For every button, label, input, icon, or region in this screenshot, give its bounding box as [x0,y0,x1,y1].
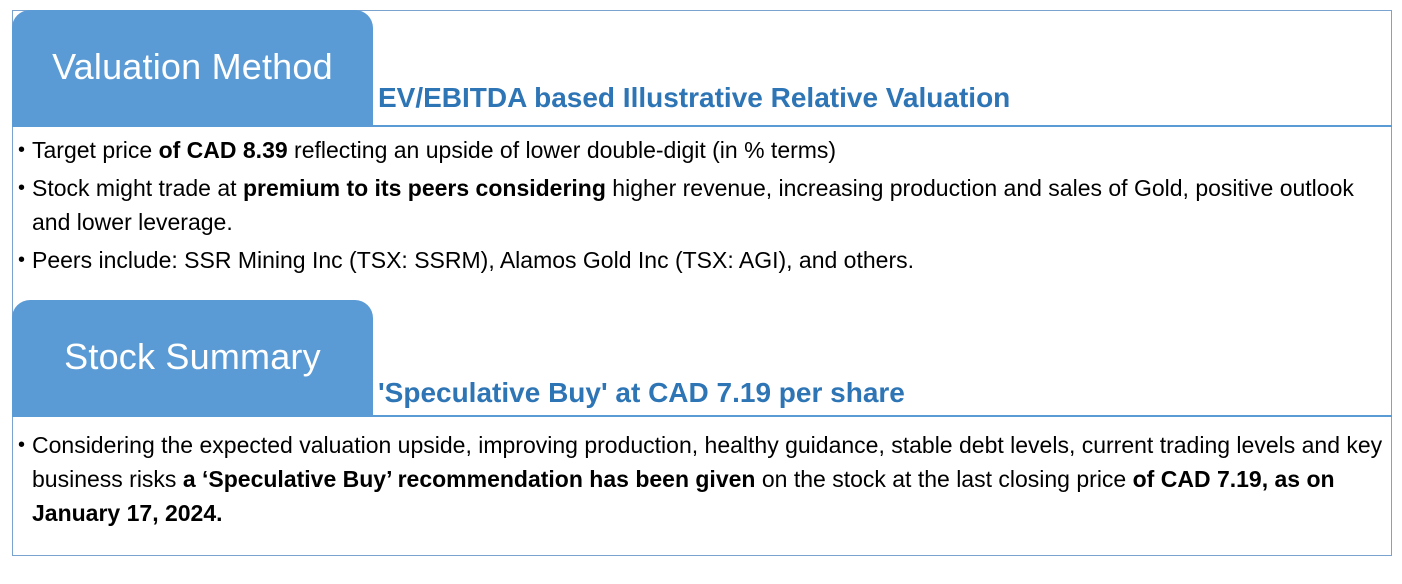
text-run: Peers include: SSR Mining Inc (TSX: SSRM… [32,247,914,273]
text-run: Considering the expected valuation upsid… [32,432,1383,492]
content-frame [12,10,1392,556]
valuation-method-title: Valuation Method [52,45,333,87]
bullet-icon: • [18,249,26,271]
valuation-bullets: • Target price of CAD 8.39 reflecting an… [18,133,1384,281]
bullet-icon: • [18,434,26,456]
bullet-text: Stock might trade at premium to its peer… [32,171,1384,239]
text-run: Stock might trade at [32,175,243,201]
section-divider [373,125,1392,127]
bullet-text: Peers include: SSR Mining Inc (TSX: SSRM… [32,243,1384,277]
stock-summary-subtitle: 'Speculative Buy' at CAD 7.19 per share [378,377,905,408]
text-run: on the stock at the last closing price [755,466,1133,492]
bullet-text: Target price of CAD 8.39 reflecting an u… [32,133,1384,167]
list-item: • Target price of CAD 8.39 reflecting an… [18,133,1384,167]
text-run-bold: a ‘Speculative Buy’ recommendation has b… [182,466,756,492]
valuation-method-tab: Valuation Method [12,10,373,127]
valuation-subtitle: EV/EBITDA based Illustrative Relative Va… [378,82,1011,113]
stock-summary-title: Stock Summary [64,335,321,377]
section-divider [373,415,1392,417]
text-run: higher revenue, increasing production an… [32,175,1354,235]
bullet-icon: • [18,139,26,161]
bullet-icon: • [18,177,26,199]
text-run: Target price [32,137,159,163]
list-item: • Stock might trade at premium to its pe… [18,171,1384,239]
stock-summary-tab: Stock Summary [12,300,373,417]
list-item: • Peers include: SSR Mining Inc (TSX: SS… [18,243,1384,277]
text-run-bold: of CAD 7.19, as on January 17, 2024. [32,466,1335,526]
list-item: • Considering the expected valuation ups… [18,428,1384,530]
text-run: reflecting an upside of lower double-dig… [287,137,837,163]
bullet-text: Considering the expected valuation upsid… [32,428,1384,530]
stock-summary-bullets: • Considering the expected valuation ups… [18,428,1384,534]
text-run-bold: of CAD 8.39 [158,137,288,163]
text-run-bold: premium to its peers considering [242,175,606,201]
